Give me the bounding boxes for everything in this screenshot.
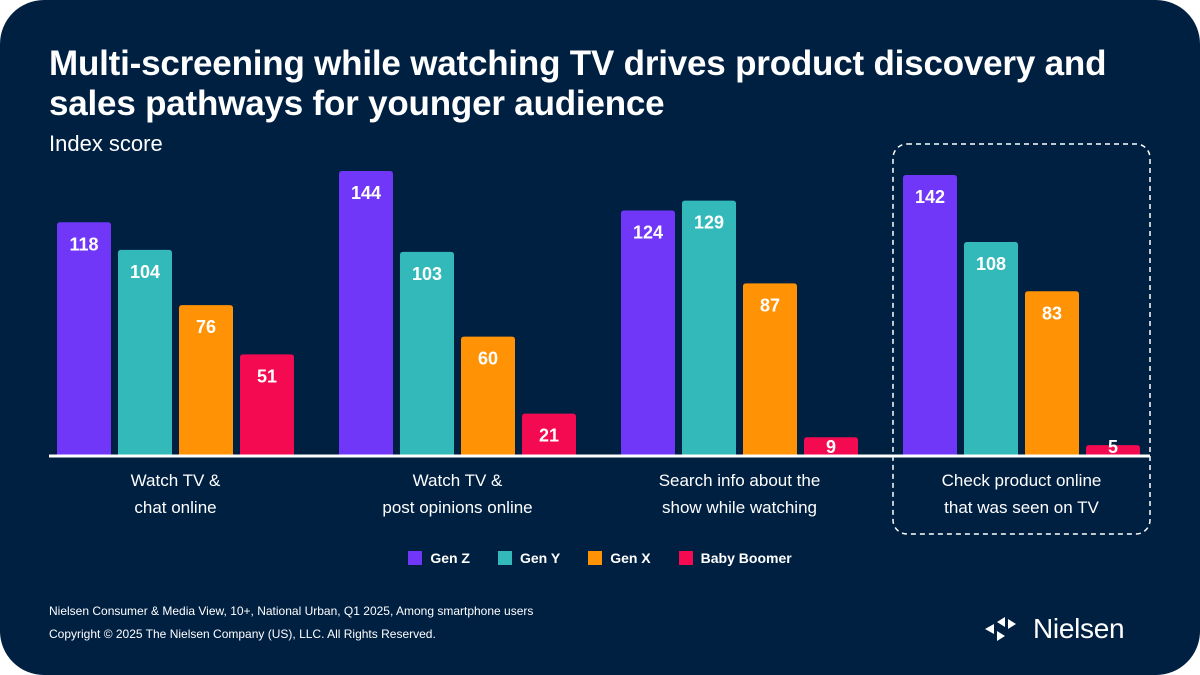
highlight-box xyxy=(892,143,1151,535)
legend-item-gen-z: Gen Z xyxy=(408,550,470,566)
nielsen-arrows-icon xyxy=(985,617,1016,641)
bar-gen-x xyxy=(1025,291,1079,455)
bar-baby-boomer xyxy=(240,354,294,455)
bar-value-label: 87 xyxy=(760,295,780,315)
bar-value-label: 9 xyxy=(826,437,836,457)
category-label: Watch TV & xyxy=(413,471,503,490)
legend-swatch-gen-z xyxy=(408,551,423,565)
bar-value-label: 104 xyxy=(130,262,160,282)
category-label: Check product online xyxy=(942,471,1102,490)
bar-value-label: 51 xyxy=(257,366,277,386)
category-label: show while watching xyxy=(662,498,817,517)
bar-baby-boomer xyxy=(522,413,576,455)
bar-value-label: 118 xyxy=(69,234,98,254)
bar-value-label: 60 xyxy=(478,349,498,369)
legend-item-baby-boomer: Baby Boomer xyxy=(678,550,792,566)
legend-label: Gen X xyxy=(610,550,651,566)
bar-value-label: 5 xyxy=(1108,437,1118,457)
chart-title: Multi-screening while watching TV drives… xyxy=(49,44,1107,123)
category-label: that was seen on TV xyxy=(944,498,1099,517)
bar-value-label: 142 xyxy=(915,187,945,207)
bar-value-label: 108 xyxy=(976,254,1006,274)
category-label: Search info about the xyxy=(659,471,821,490)
bar-value-label: 144 xyxy=(351,183,381,203)
chart-legend: Gen Z Gen Y Gen X Baby Boomer xyxy=(0,550,1200,566)
legend-swatch-baby-boomer xyxy=(678,551,693,565)
bar-gen-y xyxy=(118,249,172,455)
bar-gen-z xyxy=(903,174,957,455)
bar-gen-z xyxy=(339,171,393,455)
bar-value-label: 124 xyxy=(633,222,663,242)
legend-swatch-gen-x xyxy=(588,551,603,565)
bar-baby-boomer xyxy=(1086,445,1140,455)
category-label: post opinions online xyxy=(382,498,532,517)
category-label: chat online xyxy=(134,498,216,517)
copyright-note: Copyright © 2025 The Nielsen Company (US… xyxy=(49,627,436,641)
source-note: Nielsen Consumer & Media View, 10+, Nati… xyxy=(49,604,534,618)
bar-gen-x xyxy=(743,283,797,455)
bar-gen-y xyxy=(964,242,1018,455)
bar-value-label: 76 xyxy=(196,317,216,337)
bar-gen-y xyxy=(400,251,454,455)
bar-gen-x xyxy=(461,336,515,455)
bar-baby-boomer xyxy=(804,437,858,455)
bar-value-label: 83 xyxy=(1042,303,1062,323)
bar-gen-x xyxy=(179,305,233,455)
legend-label: Gen Z xyxy=(430,550,470,566)
bar-value-label: 21 xyxy=(539,426,559,446)
legend-item-gen-x: Gen X xyxy=(588,550,651,566)
legend-label: Baby Boomer xyxy=(700,550,792,566)
category-label: Watch TV & xyxy=(131,471,221,490)
bar-gen-z xyxy=(621,210,675,455)
legend-swatch-gen-y xyxy=(497,551,512,565)
bar-value-label: 103 xyxy=(412,264,442,284)
logo-text: Nielsen xyxy=(1033,613,1125,644)
bar-gen-y xyxy=(682,200,736,455)
chart-subtitle: Index score xyxy=(49,131,163,156)
bar-gen-z xyxy=(57,222,111,455)
legend-label: Gen Y xyxy=(519,550,561,566)
legend-item-gen-y: Gen Y xyxy=(497,550,561,566)
nielsen-logo: Nielsen xyxy=(985,613,1125,645)
bar-value-label: 129 xyxy=(694,213,724,233)
